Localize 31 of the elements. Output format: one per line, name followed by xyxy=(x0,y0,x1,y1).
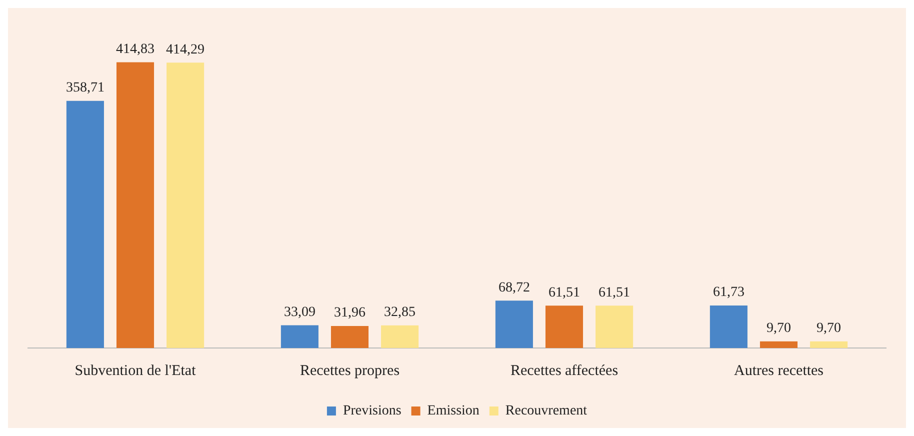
x-tick-label: Recettes propres xyxy=(300,362,400,379)
data-label: 68,72 xyxy=(498,280,530,296)
bar xyxy=(495,300,533,348)
bar xyxy=(545,306,584,348)
data-label: 9,70 xyxy=(816,320,842,336)
bar xyxy=(710,305,748,348)
bar xyxy=(381,325,419,348)
bar xyxy=(760,341,798,348)
data-label: 414,83 xyxy=(116,42,154,57)
data-label: 61,51 xyxy=(598,285,630,300)
data-label: 31,96 xyxy=(334,306,366,321)
bar xyxy=(166,62,204,348)
x-tick-label: Subvention de l'Etat xyxy=(74,362,197,379)
data-label: 358,71 xyxy=(66,80,104,96)
bar xyxy=(116,62,154,348)
bar xyxy=(280,325,318,348)
legend-label: Emission xyxy=(427,404,480,419)
data-label: 61,51 xyxy=(548,285,580,300)
bar xyxy=(66,100,104,348)
legend-label: Previsions xyxy=(342,404,402,419)
x-tick-label: Autres recettes xyxy=(734,362,824,379)
data-label: 9,70 xyxy=(766,320,791,336)
data-label: 61,73 xyxy=(712,285,744,300)
legend-label: Recouvrement xyxy=(505,404,588,419)
bar xyxy=(810,341,848,348)
data-label: 32,85 xyxy=(384,305,416,320)
x-tick-label: Recettes affectées xyxy=(510,362,618,379)
data-label: 414,29 xyxy=(166,42,205,58)
data-label: 33,09 xyxy=(284,304,316,320)
bar xyxy=(330,326,369,348)
bar xyxy=(596,306,634,348)
